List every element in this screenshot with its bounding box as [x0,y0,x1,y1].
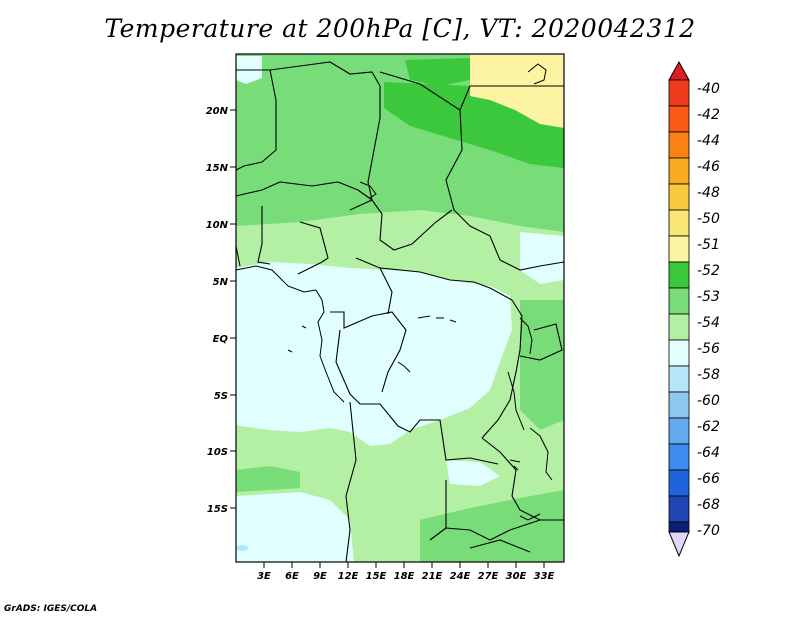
colorbar-label: -60 [697,393,720,409]
lat-label-5s: 5S [214,391,228,402]
colorbar-box [668,209,690,237]
lon-label-33e: 33E [534,571,555,582]
colorbar-top-arrow [668,60,690,81]
colorbar-box [668,131,690,159]
colorbar-box [668,417,690,445]
fill-region-pale-east [520,232,564,284]
map-frame [235,53,565,563]
colorbar-box [668,261,690,289]
lon-label-6e: 6E [285,571,299,582]
colorbar: -40 -42 -44 -46 -48 -50 -51 -52 -53 -54 … [668,60,720,558]
colorbar-box [668,365,690,393]
colorbar-box [668,339,690,367]
colorbar-box [668,495,690,523]
colorbar-label: -64 [697,445,720,461]
colorbar-label: -70 [697,523,720,539]
lon-label-12e: 12E [338,571,359,582]
lat-label-eq: EQ [213,334,229,345]
map-fill-layer [236,54,564,562]
lat-label-10s: 10S [207,447,228,458]
colorbar-box [668,183,690,211]
fill-region-yellow-patch [470,54,564,128]
colorbar-label: -51 [697,237,720,253]
colorbar-label: -48 [697,185,720,201]
lat-label-10n: 10N [206,220,229,231]
colorbar-label: -68 [697,497,720,513]
colorbar-box [668,469,690,497]
colorbar-label: -58 [697,367,720,383]
lon-label-9e: 9E [313,571,327,582]
colorbar-box [668,313,690,341]
colorbar-label: -56 [697,341,720,357]
colorbar-label: -54 [697,315,720,331]
lon-label-18e: 18E [394,571,415,582]
lon-label-21e: 21E [422,571,443,582]
lon-label-3e: 3E [257,571,271,582]
fill-region-pale-sw [236,492,354,562]
country-borders [235,61,565,563]
colorbar-label: -50 [697,211,720,227]
colorbar-label: -62 [697,419,720,435]
chart-title: Temperature at 200hPa [C], VT: 202004231… [104,14,696,43]
fill-region-blue-blob [236,545,248,551]
colorbar-box [668,391,690,419]
lon-label-30e: 30E [506,571,527,582]
longitude-axis [263,562,545,568]
colorbar-bottom-arrow [668,531,690,558]
fill-region-dark-patch [405,58,470,86]
colorbar-label: -46 [697,159,720,175]
lat-label-5n: 5N [213,277,229,288]
colorbar-label: -53 [697,289,720,305]
colorbar-box [668,521,690,533]
colorbar-box [668,443,690,471]
colorbar-label: -42 [697,107,720,123]
lon-label-27e: 27E [478,571,499,582]
latitude-axis [230,109,236,509]
fill-region-green-west [236,466,300,492]
colorbar-box [668,79,690,107]
lon-label-15e: 15E [366,571,387,582]
colorbar-label: -40 [697,81,720,97]
colorbar-box [668,287,690,315]
fill-region-central-pale [236,262,512,446]
colorbar-boxes [668,79,690,533]
colorbar-label: -44 [697,133,720,149]
colorbar-box [668,105,690,133]
lon-label-24e: 24E [450,571,471,582]
lat-label-15n: 15N [206,163,229,174]
colorbar-box [668,157,690,185]
lat-label-15s: 15S [207,504,228,515]
colorbar-label: -66 [697,471,720,487]
lat-label-20n: 20N [206,106,229,117]
coastlines [235,63,553,521]
colorbar-box [668,235,690,263]
grads-credit: GrADS: IGES/COLA [4,604,98,614]
colorbar-label: -52 [697,263,720,279]
fill-region-green-south [420,490,564,562]
fill-region-green-east [520,300,564,430]
fill-region-pale-south [446,460,500,486]
